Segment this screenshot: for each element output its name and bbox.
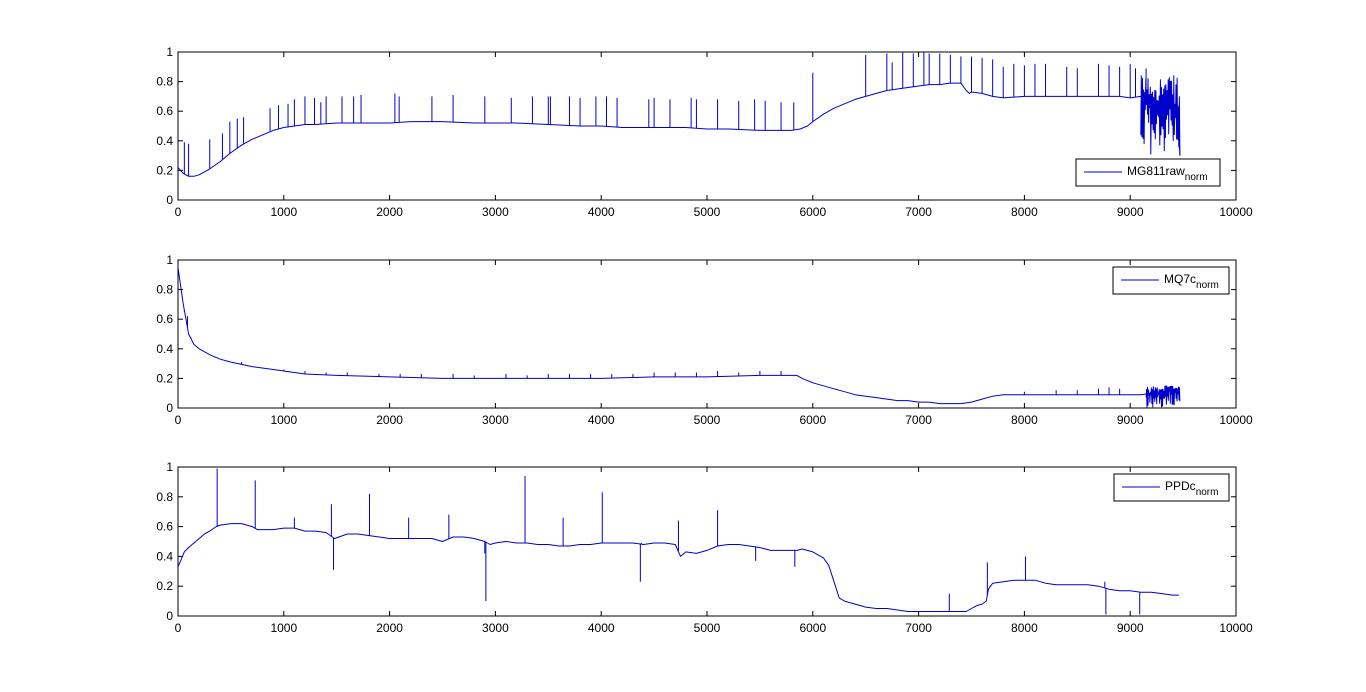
- legend: PPDcnorm: [1113, 473, 1230, 502]
- y-tick-label: 0.4: [156, 342, 173, 356]
- plot-area: [178, 267, 1181, 408]
- series-line: [178, 82, 1181, 177]
- y-tick-label: 0.8: [156, 75, 173, 89]
- y-tick-label: 1: [166, 253, 173, 267]
- x-tick-label: 10000: [1219, 413, 1253, 427]
- y-tick-label: 0.2: [156, 163, 173, 177]
- y-tick-label: 1: [166, 460, 173, 474]
- x-tick-label: 0: [175, 621, 182, 635]
- subplot-mg811: 0 1000 2000 3000 4000 5000 6000 7000 8000 9000 100…: [156, 45, 1253, 219]
- x-tick-label: 6000: [799, 413, 826, 427]
- axes-frame: [177, 466, 1237, 617]
- x-tick-label: 5000: [694, 621, 721, 635]
- y-tick-label: 0.6: [156, 520, 173, 534]
- x-tick-label: 3000: [482, 621, 509, 635]
- axes-frame: [177, 259, 1237, 409]
- legend-series-name: MQ7c: [1164, 272, 1196, 286]
- y-tick-label: 0.2: [156, 579, 173, 593]
- x-tick-label: 1000: [270, 621, 297, 635]
- x-tick-label: 1000: [270, 205, 297, 219]
- y-tick-label: 0: [166, 609, 173, 623]
- legend-series-subscript: norm: [1196, 487, 1219, 498]
- legend-series-subscript: norm: [1196, 280, 1219, 291]
- series-line: [178, 523, 1179, 612]
- series-noise: [1140, 75, 1181, 156]
- x-tick-label: 0: [175, 413, 182, 427]
- legend: MQ7cnorm: [1112, 266, 1230, 295]
- y-tick-label: 0: [166, 193, 173, 207]
- x-tick-label: 0: [175, 205, 182, 219]
- plot-area: [178, 52, 1181, 177]
- x-tick-label: 9000: [1117, 413, 1144, 427]
- axes-frame: [177, 51, 1237, 201]
- x-tick-label: 3000: [482, 205, 509, 219]
- x-tick-label: 7000: [905, 621, 932, 635]
- y-tick-label: 0.8: [156, 490, 173, 504]
- subplot-mq7: 0 1000 2000 3000 4000 5000 6000 7000 8000 9000 100…: [156, 253, 1253, 427]
- x-tick-label: 5000: [694, 413, 721, 427]
- legend-series-name: PPDc: [1165, 479, 1196, 493]
- x-tick-label: 8000: [1011, 621, 1038, 635]
- x-tick-label: 10000: [1219, 205, 1253, 219]
- x-tick-label: 7000: [905, 413, 932, 427]
- x-tick-label: 4000: [588, 621, 615, 635]
- x-tick-label: 6000: [799, 621, 826, 635]
- legend-label: MG811rawnorm: [1127, 164, 1208, 183]
- subplot-ppd: 0 1000 2000 3000 4000 5000 6000 7000 8000 9000 100…: [156, 460, 1253, 635]
- x-tick-label: 6000: [799, 205, 826, 219]
- y-tick-label: 1: [166, 45, 173, 59]
- legend-label: PPDcnorm: [1165, 479, 1218, 498]
- legend-series-subscript: norm: [1185, 172, 1208, 183]
- plot-area: [178, 468, 1179, 615]
- y-tick-label: 0.2: [156, 371, 173, 385]
- x-tick-label: 10000: [1219, 621, 1253, 635]
- x-tick-label: 2000: [376, 621, 403, 635]
- y-tick-label: 0.6: [156, 104, 173, 118]
- x-tick-label: 5000: [694, 205, 721, 219]
- x-tick-label: 4000: [588, 205, 615, 219]
- legend-series-name: MG811raw: [1127, 164, 1185, 178]
- x-tick-label: 3000: [482, 413, 509, 427]
- y-tick-label: 0.4: [156, 549, 173, 563]
- legend: MG811rawnorm: [1075, 158, 1221, 187]
- x-tick-label: 7000: [905, 205, 932, 219]
- series-noise: [1145, 385, 1181, 408]
- x-tick-label: 8000: [1011, 413, 1038, 427]
- x-tick-label: 2000: [376, 413, 403, 427]
- y-tick-label: 0.8: [156, 283, 173, 297]
- legend-label: MQ7cnorm: [1164, 272, 1219, 291]
- x-tick-label: 9000: [1117, 621, 1144, 635]
- x-tick-label: 1000: [270, 413, 297, 427]
- x-tick-label: 9000: [1117, 205, 1144, 219]
- y-tick-label: 0.6: [156, 312, 173, 326]
- x-tick-label: 4000: [588, 413, 615, 427]
- x-tick-label: 8000: [1011, 205, 1038, 219]
- y-tick-label: 0: [166, 401, 173, 415]
- y-tick-label: 0.4: [156, 134, 173, 148]
- series-line: [178, 267, 1180, 405]
- x-tick-label: 2000: [376, 205, 403, 219]
